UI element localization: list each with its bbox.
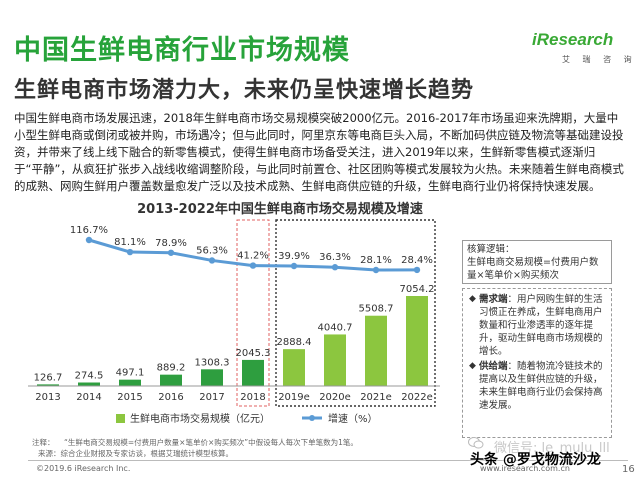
footnote: 注释： “生鲜电商交易规模=付费用户数量×笔单价×购买频次”中假设每人每次下单笔… xyxy=(32,437,458,459)
toutiao-watermark: 头条 @罗戈物流沙龙 xyxy=(470,452,601,468)
x-tick-2014: 2014 xyxy=(76,392,101,403)
bar-label-2017: 1308.3 xyxy=(195,357,230,368)
growth-label-2021e: 28.1% xyxy=(360,255,392,266)
x-tick-2019e: 2019e xyxy=(278,392,310,403)
bar-label-2014: 274.5 xyxy=(75,370,104,381)
page-number: 16 xyxy=(622,464,635,475)
driver-text: ：随着物流冷链技术的提高以及生鲜供应链的升级，未来生鲜电商行业仍会保持高速发展。 xyxy=(479,361,603,411)
bar-2014 xyxy=(78,382,100,386)
footer-divider xyxy=(28,460,628,461)
bar-2018 xyxy=(242,359,264,386)
bar-label-2020e: 4040.7 xyxy=(318,322,353,333)
body-paragraph: 中国生鲜电商市场发展迅速，2018年生鲜电商市场交易规模突破2000亿元。201… xyxy=(14,111,624,193)
site-url: www.iresearch.com.cn xyxy=(480,464,570,473)
page-subtitle: 生鲜电商市场潜力大，未来仍呈快速增长趋势 xyxy=(14,78,475,103)
legend-line-marker xyxy=(309,415,315,421)
growth-label-2020e: 36.3% xyxy=(319,252,351,263)
growth-point-2021e xyxy=(372,266,380,274)
side-panel: 核算逻辑： 生鲜电商交易规模=付费用户数量×笔单价×购买频次 ◆ 需求端：用户网… xyxy=(462,240,620,440)
bar-label-2022e: 7054.2 xyxy=(400,284,435,295)
x-tick-2016: 2016 xyxy=(158,392,183,403)
logic-title: 核算逻辑： xyxy=(467,244,515,255)
bar-2019e xyxy=(283,349,305,386)
bar-2013 xyxy=(37,384,59,386)
bar-2017 xyxy=(201,369,223,386)
driver-text: ：用户网购生鲜的生活习惯正在养成，生鲜电商用户数量和行业渗透率的逐年提升，驱动生… xyxy=(479,294,603,357)
bar-2016 xyxy=(160,374,182,386)
drivers-box: ◆ 需求端：用户网购生鲜的生活习惯正在养成，生鲜电商用户数量和行业渗透率的逐年提… xyxy=(462,288,612,438)
x-tick-2017: 2017 xyxy=(199,392,224,403)
note-line-2: 来源：综合企业财报及专家访谈，根据艾瑞统计模型核算。 xyxy=(38,449,233,458)
growth-point-2015 xyxy=(126,248,134,256)
calculation-logic-box: 核算逻辑： 生鲜电商交易规模=付费用户数量×笔单价×购买频次 xyxy=(462,240,612,284)
growth-label-2014: 116.7% xyxy=(70,225,108,236)
x-tick-2022e: 2022e xyxy=(401,392,433,403)
bar-label-2015: 497.1 xyxy=(116,368,145,379)
growth-point-2019e xyxy=(290,262,298,270)
driver-item-demand: ◆ 需求端：用户网购生鲜的生活习惯正在养成，生鲜电商用户数量和行业渗透率的逐年提… xyxy=(469,293,607,358)
driver-title: 供给端 xyxy=(479,361,508,372)
x-tick-2018: 2018 xyxy=(240,392,265,403)
growth-label-2015: 81.1% xyxy=(114,237,146,248)
wechat-icon xyxy=(468,437,484,449)
legend-line-label: 增速（%） xyxy=(328,412,378,425)
bar-label-2016: 889.2 xyxy=(157,363,186,374)
growth-point-2020e xyxy=(331,264,339,271)
x-tick-2013: 2013 xyxy=(35,392,60,403)
growth-point-2014 xyxy=(85,236,93,244)
driver-item-supply: ◆ 供给端：随着物流冷链技术的提高以及生鲜供应链的升级，未来生鲜电商行业仍会保持… xyxy=(469,360,607,412)
growth-point-2016 xyxy=(167,249,175,256)
bar-line-chart: 126.7 274.5 497.1 889.2 1308.3 2045.3 2888.4 40… xyxy=(28,219,440,425)
growth-label-2022e: 28.4% xyxy=(401,255,433,266)
bar-2021e xyxy=(365,315,387,386)
x-tick-2020e: 2020e xyxy=(319,392,351,403)
growth-point-2018 xyxy=(249,262,257,269)
logic-text: 生鲜电商交易规模=付费用户数量×笔单价×购买频次 xyxy=(467,257,599,281)
x-tick-2021e: 2021e xyxy=(360,392,392,403)
bar-label-2018: 2045.3 xyxy=(236,348,271,359)
note-label: 注释： xyxy=(32,438,55,447)
watermark-text: 微信号: le_mulu_lll xyxy=(494,441,610,456)
bar-label-2013: 126.7 xyxy=(34,372,63,383)
page-title: 中国生鲜电商行业市场规模 xyxy=(14,35,350,66)
iresearch-logo: iResearch 艾 瑞 咨 询 xyxy=(532,30,632,72)
x-tick-2015: 2015 xyxy=(117,392,142,403)
forecast-box xyxy=(275,219,436,407)
bar-label-2021e: 5508.7 xyxy=(359,304,394,315)
bar-label-2019e: 2888.4 xyxy=(277,337,312,348)
body-paragraph-block: 中国生鲜电商市场发展迅速，2018年生鲜电商市场交易规模突破2000亿元。201… xyxy=(14,110,624,195)
growth-label-2018: 41.2% xyxy=(237,251,269,262)
bullet-icon: ◆ xyxy=(469,361,476,371)
chart-title: 2013-2022年中国生鲜电商市场交易规模及增速 xyxy=(137,202,423,217)
bar-2022e xyxy=(406,296,428,386)
note-line-1: “生鲜电商交易规模=付费用户数量×笔单价×购买频次”中假设每人每次下单笔数为1笔… xyxy=(64,438,358,447)
growth-label-2017: 56.3% xyxy=(196,245,228,256)
bullet-icon: ◆ xyxy=(469,294,476,304)
bar-2015 xyxy=(119,379,141,386)
copyright-text: ©2019.6 iResearch Inc. xyxy=(36,464,131,473)
growth-label-2019e: 39.9% xyxy=(278,251,310,262)
highlight-2018-box xyxy=(236,219,270,407)
driver-title: 需求端 xyxy=(479,294,508,305)
growth-point-2022e xyxy=(413,266,421,274)
growth-point-2017 xyxy=(208,257,216,264)
legend-bar-label: 生鲜电商市场交易规模（亿元） xyxy=(130,412,270,425)
legend-bar-swatch xyxy=(116,414,125,423)
bar-2020e xyxy=(324,334,346,386)
growth-label-2016: 78.9% xyxy=(155,238,187,249)
logo-text: iResearch xyxy=(532,30,614,49)
logo-cn-text: 艾 瑞 咨 询 xyxy=(562,55,637,64)
